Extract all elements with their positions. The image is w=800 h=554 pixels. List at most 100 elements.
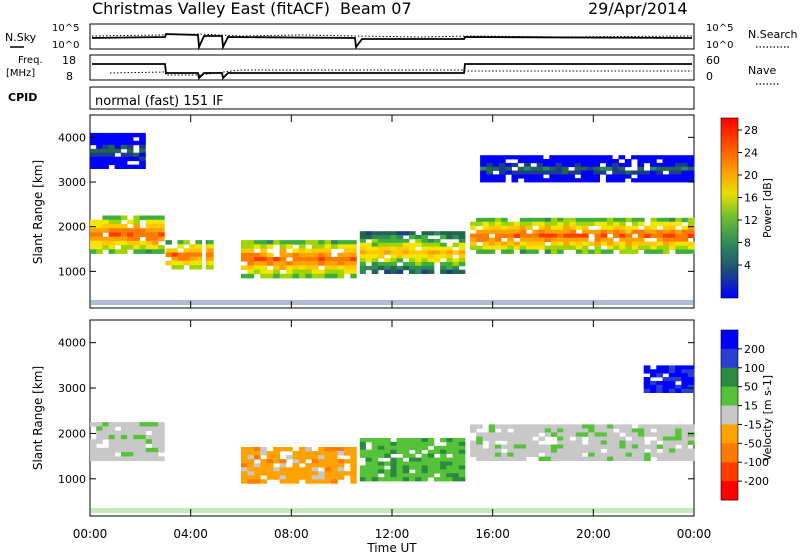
heatmap-cell <box>530 166 538 171</box>
data-gap <box>215 116 223 307</box>
heatmap-cell <box>687 365 695 370</box>
heatmap-cell <box>324 252 332 258</box>
heatmap-cell <box>415 449 422 454</box>
heatmap-cell <box>557 444 564 449</box>
heatmap-cell <box>433 258 441 263</box>
heatmap-cell <box>569 241 577 246</box>
heatmap-cell <box>526 424 533 429</box>
heatmap-cell <box>114 144 122 150</box>
heatmap-cell <box>458 473 466 478</box>
heatmap-cell <box>127 240 134 246</box>
heatmap-cell <box>582 241 589 246</box>
heatmap-cell <box>145 215 153 221</box>
heatmap-cell <box>656 155 663 160</box>
heatmap-cell <box>396 473 404 478</box>
heatmap-cell <box>668 380 676 386</box>
heatmap-cell <box>331 269 338 275</box>
heatmap-cell <box>305 471 313 476</box>
heatmap-cell <box>158 434 165 440</box>
heatmap-cell <box>343 257 351 262</box>
heatmap-cell <box>638 229 645 235</box>
heatmap-cell <box>421 438 429 443</box>
heatmap-cell <box>606 452 614 457</box>
heatmap-cell <box>247 244 255 249</box>
heatmap-cell <box>519 448 527 453</box>
heatmap-cell <box>501 456 508 461</box>
heatmap-cell <box>207 260 214 266</box>
heatmap-cell <box>550 249 558 254</box>
heatmap-cell <box>96 439 103 444</box>
heatmap-cell <box>575 440 583 445</box>
heatmap-cell <box>114 434 122 440</box>
heatmap-cell <box>402 445 410 451</box>
heatmap-cell <box>482 241 490 246</box>
heatmap-cell <box>513 448 521 453</box>
heatmap-cell <box>662 448 670 453</box>
heatmap-cell <box>331 257 338 262</box>
heatmap-cell <box>396 231 404 236</box>
heatmap-cell <box>318 455 325 460</box>
heatmap-cell <box>606 436 614 441</box>
heatmap-cell <box>139 152 146 158</box>
data-gap <box>215 321 223 515</box>
heatmap-cell <box>480 155 487 160</box>
heatmap-cell <box>151 249 159 254</box>
heatmap-cell <box>253 451 261 456</box>
heatmap-cell <box>247 451 255 456</box>
heatmap-cell <box>273 265 280 270</box>
heatmap-cell <box>273 459 280 464</box>
heatmap-cell <box>563 245 570 250</box>
heatmap-cell <box>501 225 508 231</box>
heatmap-cell <box>530 178 538 183</box>
heatmap-cell <box>574 166 582 171</box>
heatmap-cell <box>96 164 103 169</box>
heatmap-cell <box>575 448 583 453</box>
heatmap-cell <box>260 248 268 254</box>
heatmap-cell <box>127 236 134 242</box>
heatmap-cell <box>662 174 670 179</box>
heatmap-cell <box>415 258 422 263</box>
heatmap-cell <box>613 217 620 223</box>
heatmap-cell <box>266 240 274 245</box>
heatmap-cell <box>532 448 539 453</box>
heatmap-cell <box>612 162 619 168</box>
heatmap-cell <box>668 178 676 183</box>
heatmap-cell <box>458 258 466 263</box>
heatmap-cell <box>488 217 496 223</box>
heatmap-cell <box>569 448 577 453</box>
heatmap-cell <box>550 229 558 235</box>
heatmap-cell <box>557 229 564 235</box>
data-gap <box>465 116 469 307</box>
heatmap-cell <box>669 237 676 242</box>
heatmap-cell <box>311 451 319 456</box>
heatmap-cell <box>638 221 645 227</box>
heatmap-cell <box>606 424 614 429</box>
heatmap-cell <box>126 164 134 169</box>
heatmap-cell <box>656 456 664 461</box>
heatmap-cell <box>139 136 146 142</box>
heatmap-cell <box>350 451 358 456</box>
heatmap-cell <box>470 245 477 250</box>
heatmap-cell <box>318 463 325 468</box>
heatmap-cell <box>575 444 583 449</box>
heatmap-cell <box>126 152 134 158</box>
heatmap-cell <box>365 449 373 454</box>
heatmap-cell <box>631 221 639 227</box>
heatmap-cell <box>133 249 140 254</box>
heatmap-cell <box>513 233 521 238</box>
heatmap-cell <box>324 269 332 275</box>
heatmap-cell <box>350 273 358 279</box>
heatmap-cell <box>681 428 689 433</box>
heatmap-cell <box>331 455 338 460</box>
colorbar-swatch <box>721 330 738 350</box>
heatmap-cell <box>538 221 546 227</box>
heatmap-cell <box>133 426 140 432</box>
heatmap-cell <box>145 439 153 444</box>
heatmap-cell <box>662 162 670 168</box>
heatmap-cell <box>377 469 385 474</box>
heatmap-cell <box>600 440 608 445</box>
heatmap-cell <box>656 424 664 429</box>
heatmap-cell <box>440 438 447 443</box>
heatmap-cell <box>384 246 391 251</box>
heatmap-cell <box>365 250 373 255</box>
